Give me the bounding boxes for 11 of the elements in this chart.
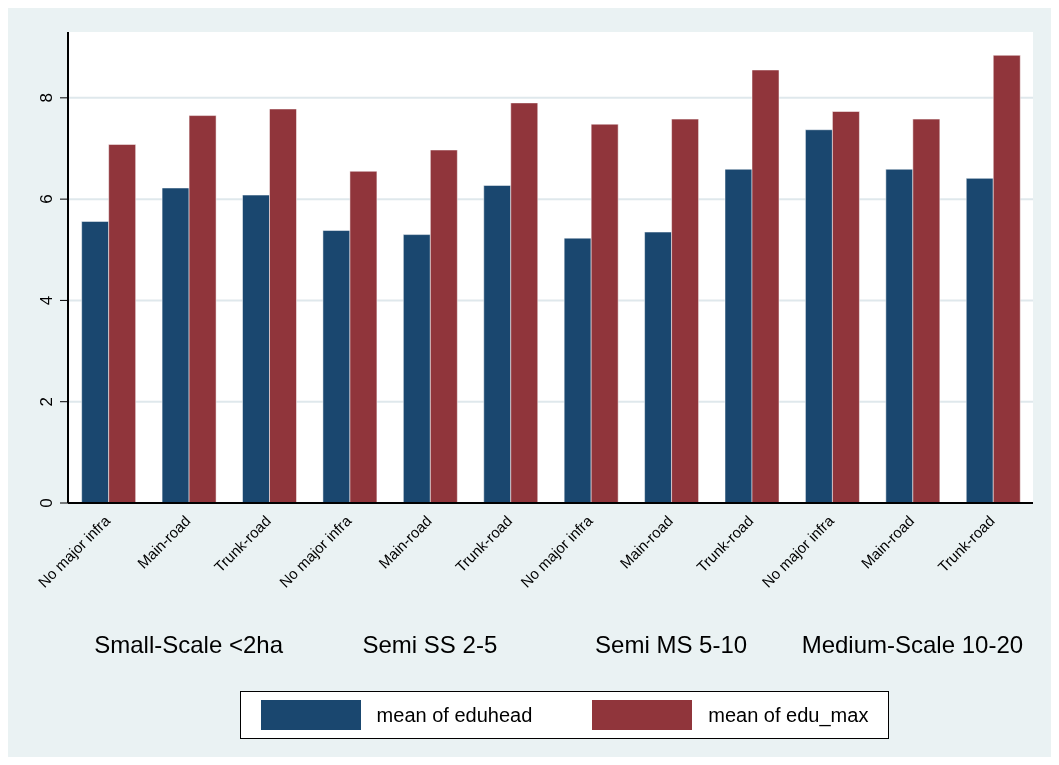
text: Semi MS 5-10	[594, 631, 749, 659]
y-tick-label: 4	[37, 295, 56, 306]
legend-label: mean of eduhead	[376, 703, 533, 727]
y-tick-label: 2	[37, 396, 56, 407]
y-tick-label: 0	[37, 498, 56, 508]
legend-label: mean of edu_max	[708, 703, 869, 727]
y-tick-label: 6	[37, 194, 56, 204]
y-tick-label: 8	[37, 93, 56, 103]
text: Medium-Scale 10-20	[800, 631, 1025, 659]
text: Small-Scale <2ha	[93, 631, 284, 659]
text: Semi SS 2-5	[361, 631, 499, 659]
